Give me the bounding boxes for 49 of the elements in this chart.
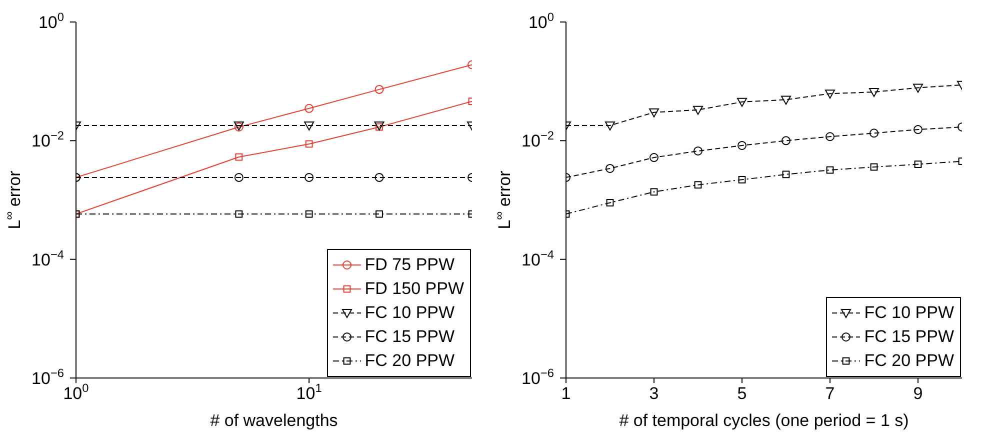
y-tick-label: 10$^{−6}$ (32, 366, 64, 388)
point (781, 96, 791, 105)
point (738, 140, 746, 150)
x-tick-label: 5 (737, 384, 747, 403)
legend-label: FC 15 PPW (864, 326, 954, 348)
point (914, 125, 922, 134)
point (737, 98, 747, 107)
x-tick-label: 3 (649, 384, 659, 403)
x-tick-label: 10$^{1}$ (296, 381, 322, 403)
y-tick-label: 10$^{−6}$ (522, 366, 554, 388)
x-axis-title: # of wavelengths (210, 411, 338, 430)
y-tick-label: 10$^{−4}$ (32, 247, 64, 270)
point (606, 164, 614, 173)
point (649, 108, 659, 118)
legend-label: FC 20 PPW (864, 350, 954, 372)
point (605, 122, 615, 131)
point (825, 90, 835, 99)
point (914, 160, 922, 168)
y-tick-label: 10$^{−2}$ (32, 128, 64, 151)
point (782, 170, 790, 178)
point (913, 84, 923, 93)
point (694, 146, 702, 156)
legend-label: FC 10 PPW (364, 302, 455, 324)
point (738, 176, 746, 184)
legend-label: FD 150 PPW (364, 278, 464, 300)
point (826, 132, 834, 142)
y-tick-label: 10$^{−2}$ (522, 128, 554, 151)
point (693, 106, 703, 115)
legend-label: FC 20 PPW (364, 350, 455, 372)
point (650, 188, 658, 196)
point (650, 153, 658, 162)
point (606, 199, 614, 206)
point (694, 181, 702, 189)
legend-label: FC 10 PPW (864, 302, 954, 324)
legend-label: FD 75 PPW (364, 254, 455, 276)
point (869, 88, 879, 98)
x-tick-label: 1 (561, 384, 571, 403)
x-tick-label: 7 (825, 384, 835, 403)
legend-label: FC 15 PPW (364, 326, 455, 348)
point (870, 163, 878, 171)
point (782, 136, 790, 146)
x-axis-title: # of temporal cycles (one period = 1 s) (619, 411, 909, 430)
y-tick-label: 10$^{−4}$ (522, 247, 554, 270)
y-tick-label: 10$^{0}$ (38, 10, 64, 32)
y-tick-label: 10$^{0}$ (528, 10, 554, 32)
point (870, 128, 878, 138)
point (826, 166, 834, 174)
x-tick-label: 10$^{0}$ (63, 381, 90, 403)
x-tick-label: 9 (913, 384, 923, 403)
